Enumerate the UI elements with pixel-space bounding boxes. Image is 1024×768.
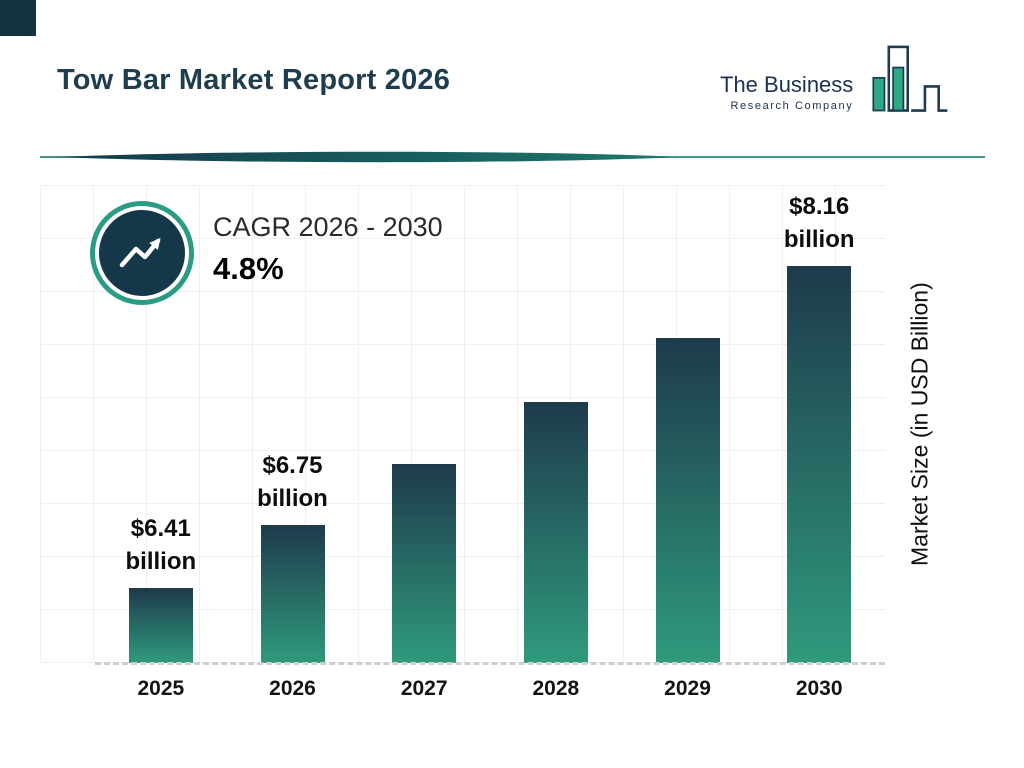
bar-column-2029 xyxy=(622,185,754,663)
bar-column-2025: $6.41 billion xyxy=(95,185,227,663)
bar-chart: $6.41 billion $6.75 billion $8.16 billion 202… xyxy=(40,185,885,700)
x-axis-labels: 2025 2026 2027 2028 2029 2030 xyxy=(95,677,885,701)
bars-area: $6.41 billion $6.75 billion $8.16 billion xyxy=(95,185,885,663)
bar-column-2028 xyxy=(490,185,622,663)
bar-value-label-2025: $6.41 billion xyxy=(125,514,197,576)
brand-subname: Research Company xyxy=(730,100,854,112)
cagr-badge: CAGR 2026 - 2030 4.8% xyxy=(95,206,443,300)
bar-column-2026: $6.75 billion xyxy=(227,185,359,663)
x-axis-label-2029: 2029 xyxy=(664,677,711,700)
x-axis-label-2028: 2028 xyxy=(532,677,580,700)
x-axis-baseline xyxy=(95,662,885,665)
bar-chart-logo-icon xyxy=(872,45,948,112)
bar-column-2030: $8.16 billion xyxy=(753,185,885,663)
corner-accent-square xyxy=(0,0,36,36)
bar-2027 xyxy=(392,464,457,663)
cagr-value: 4.8% xyxy=(213,251,284,286)
brand-logo-text: The Business Research Company xyxy=(720,72,853,112)
x-axis-label-2030: 2030 xyxy=(795,677,843,700)
x-axis-label-2026: 2026 xyxy=(269,677,316,700)
bar-value-label-2026: $6.75 billion xyxy=(257,451,328,513)
bar-value-label-2030: $8.16 billion xyxy=(783,192,855,254)
brand-name: The Business xyxy=(720,72,854,97)
brand-logo: The Business Research Company xyxy=(720,40,949,120)
x-axis-label-2025: 2025 xyxy=(137,677,185,700)
trend-up-arrow-icon xyxy=(95,206,189,300)
page-title: Tow Bar Market Report 2026 xyxy=(57,64,451,96)
bar-2025 xyxy=(128,588,193,663)
bar-column-2027 xyxy=(358,185,490,663)
x-axis-label-2027: 2027 xyxy=(400,677,448,700)
bar-2026 xyxy=(260,525,325,663)
y-axis-title: Market Size (in USD Billion) xyxy=(906,282,933,566)
bar-2029 xyxy=(655,338,720,663)
cagr-text: CAGR 2026 - 2030 4.8% xyxy=(213,206,443,300)
bar-2028 xyxy=(523,402,588,663)
section-divider xyxy=(40,151,985,163)
cagr-label: CAGR 2026 - 2030 xyxy=(213,212,443,242)
bar-2030 xyxy=(787,266,852,663)
